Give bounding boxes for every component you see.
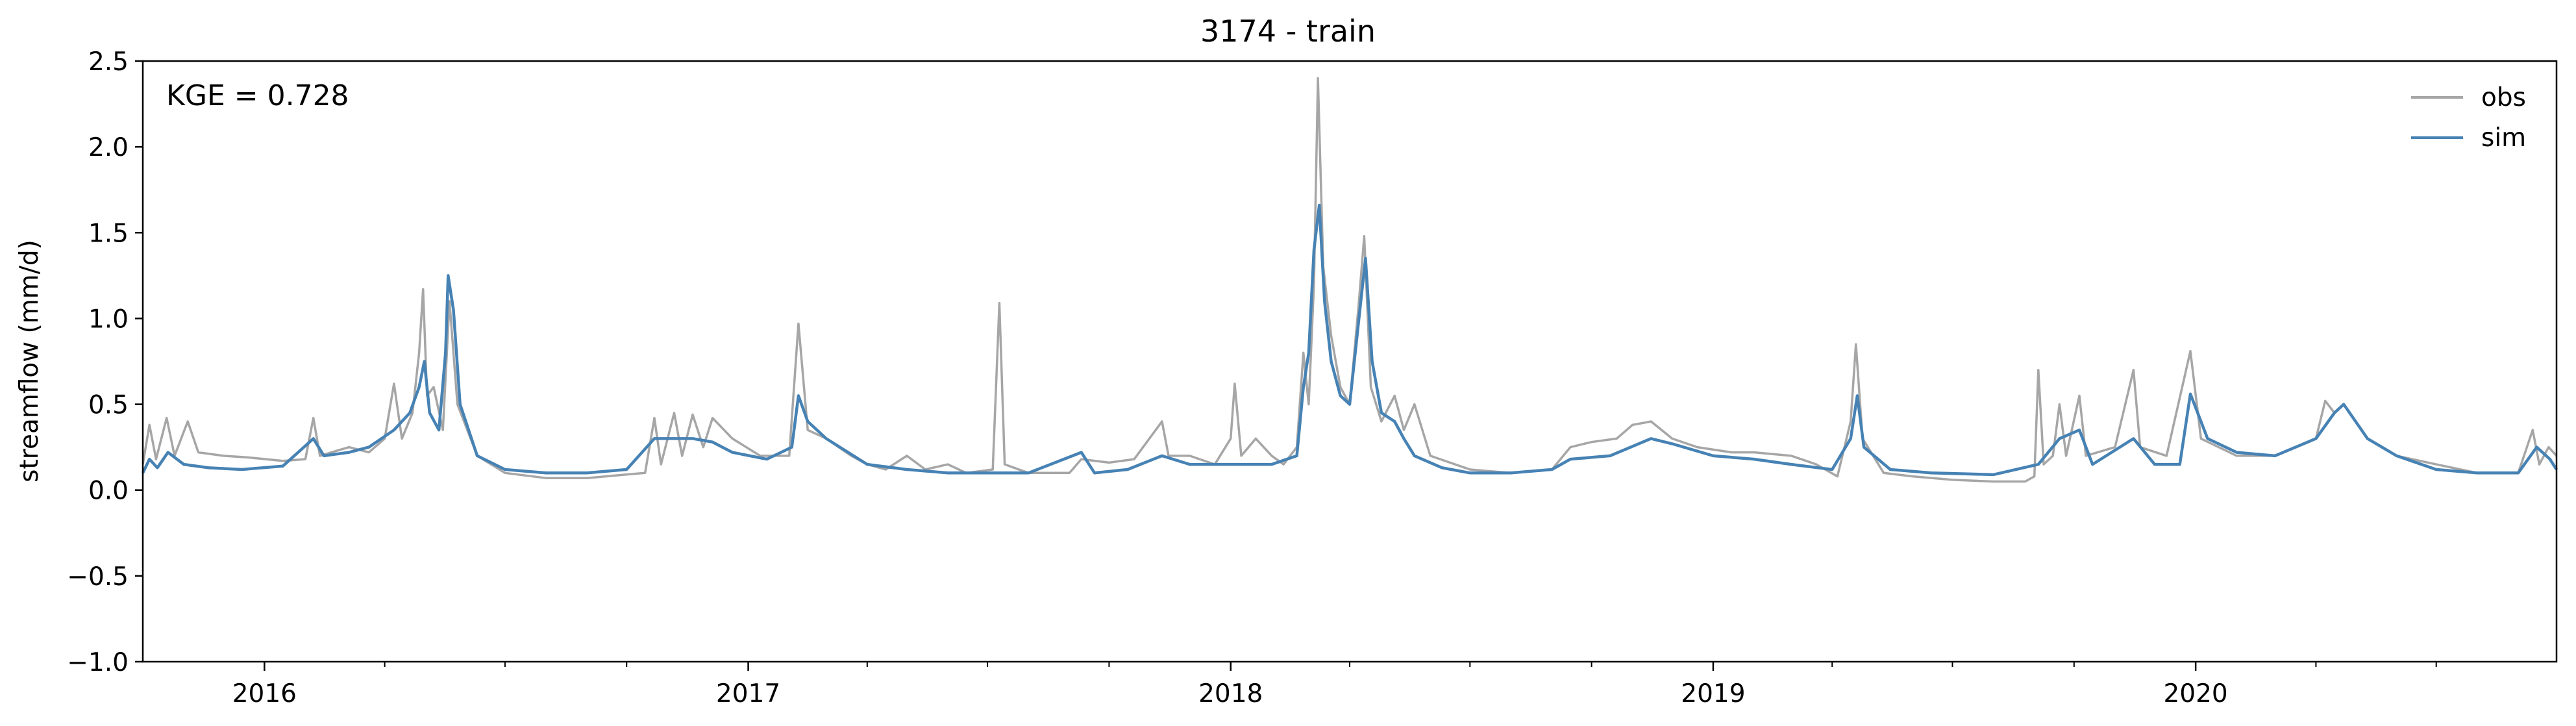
x-tick-label: 2019 bbox=[1681, 679, 1745, 708]
legend-label-obs: obs bbox=[2481, 83, 2526, 112]
x-tick-label: 2017 bbox=[716, 679, 780, 708]
y-axis: −1.0 −0.5 0.0 0.5 1.0 1.5 2.0 2.5 bbox=[67, 47, 143, 677]
y-tick-label: 0.5 bbox=[88, 391, 129, 420]
y-tick-label: 0.0 bbox=[88, 477, 129, 506]
y-tick-label: 2.0 bbox=[88, 133, 129, 162]
y-axis-label: streamflow (mm/d) bbox=[15, 240, 44, 482]
y-tick-label: 1.5 bbox=[88, 219, 129, 248]
legend: obs sim bbox=[2411, 83, 2526, 153]
chart-title: 3174 - train bbox=[1200, 14, 1376, 49]
y-tick-label: −0.5 bbox=[67, 562, 129, 592]
kge-annotation: KGE = 0.728 bbox=[166, 79, 349, 112]
x-axis: 2016 2017 2018 2019 2020 bbox=[232, 662, 2437, 708]
legend-label-sim: sim bbox=[2481, 123, 2526, 153]
y-tick-label: 2.5 bbox=[88, 47, 129, 77]
x-tick-label: 2020 bbox=[2163, 679, 2227, 708]
plot-frame bbox=[142, 60, 2558, 663]
y-tick-label: −1.0 bbox=[67, 648, 129, 677]
series-layer bbox=[141, 77, 2558, 483]
series-line-sim bbox=[141, 203, 2558, 477]
series-line-obs bbox=[142, 77, 2558, 483]
x-tick-label: 2016 bbox=[232, 679, 297, 708]
x-tick-label: 2018 bbox=[1198, 679, 1263, 708]
y-tick-label: 1.0 bbox=[88, 305, 129, 334]
